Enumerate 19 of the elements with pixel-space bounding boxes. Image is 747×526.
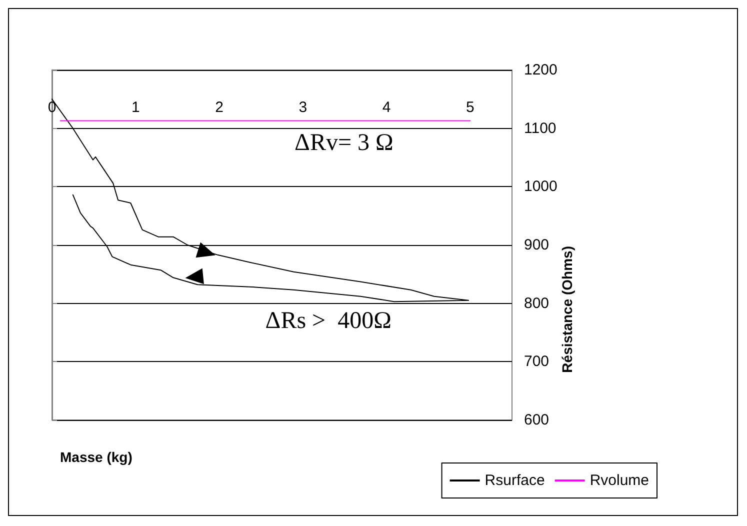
y-tick-label: 800 bbox=[524, 294, 550, 312]
x-tick-label: 3 bbox=[298, 99, 308, 116]
y-tick-label: 700 bbox=[524, 353, 550, 370]
y-tick-label: 600 bbox=[524, 412, 550, 428]
x-axis-title: Masse (kg) bbox=[60, 449, 132, 465]
y-tick-label: 900 bbox=[524, 236, 550, 254]
annotation: ΔRs > 400Ω bbox=[265, 308, 392, 334]
annotation: ΔRv= 3 Ω bbox=[294, 130, 394, 156]
x-tick-label: 2 bbox=[215, 99, 224, 116]
x-tick-label: 5 bbox=[466, 99, 474, 116]
legend-label: Rsurface bbox=[484, 472, 545, 489]
x-tick-label: 0 bbox=[48, 99, 56, 116]
y-axis-title: Résistance (Ohms) bbox=[559, 246, 575, 373]
legend-label: Rvolume bbox=[590, 472, 649, 489]
y-tick-label: 1200 bbox=[524, 62, 558, 78]
x-tick-label: 4 bbox=[382, 99, 391, 116]
x-tick-label: 1 bbox=[131, 99, 140, 116]
y-tick-label: 1100 bbox=[524, 120, 556, 137]
y-tick-label: 1000 bbox=[524, 178, 558, 196]
